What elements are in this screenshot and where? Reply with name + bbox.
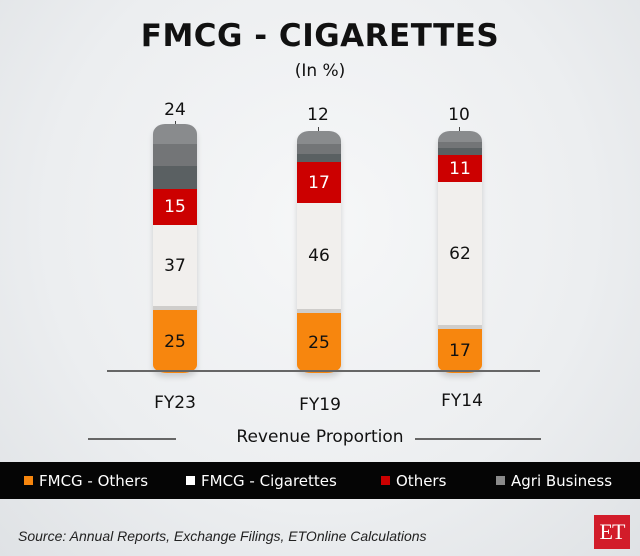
- bar-fy19-fmcg-others: 25: [297, 313, 341, 373]
- bar-fy23: 15 37 25: [153, 124, 197, 373]
- bar-fy23-others: 15: [153, 189, 197, 225]
- chart-title: FMCG - CIGARETTES: [140, 18, 500, 54]
- axis-title-line-left: [88, 438, 176, 440]
- legend-item-others: Others: [381, 472, 446, 490]
- x-label-fy23: FY23: [154, 393, 196, 413]
- legend-swatch-white-icon: [186, 476, 195, 485]
- et-logo-icon: ET: [594, 515, 630, 549]
- legend-swatch-red-icon: [381, 476, 390, 485]
- bar-fy19-agri-label: 12: [307, 105, 329, 125]
- chart-subtitle: (In %): [294, 61, 346, 81]
- bar-fy23-fmcg-others: 25: [153, 310, 197, 373]
- bar-fy14-others: 11: [438, 155, 482, 182]
- bar-fy19-agri-mid: [297, 144, 341, 154]
- x-axis-baseline: [107, 370, 540, 372]
- bar-fy14-agri-bottom: [438, 148, 482, 155]
- bar-fy14-agri-mid: [438, 142, 482, 148]
- legend-item-fmcg-cigarettes: FMCG - Cigarettes: [186, 472, 337, 490]
- bar-fy19: 17 46 25: [297, 131, 341, 373]
- bar-fy23-fmcg-cigarettes: 37: [153, 225, 197, 310]
- axis-title: Revenue Proportion: [236, 427, 404, 447]
- bar-fy14: 11 62 17: [438, 131, 482, 373]
- legend-swatch-orange-icon: [24, 476, 33, 485]
- legend-item-agri-business: Agri Business: [496, 472, 612, 490]
- x-label-fy14: FY14: [441, 391, 483, 411]
- x-label-fy19: FY19: [299, 395, 341, 415]
- axis-title-line-right: [415, 438, 541, 440]
- bar-fy23-agri-bottom: [153, 166, 197, 189]
- legend-label: Others: [396, 471, 447, 490]
- legend-item-fmcg-others: FMCG - Others: [24, 472, 148, 490]
- bar-fy14-fmcg-cigarettes: 62: [438, 182, 482, 329]
- bar-fy19-agri-top: [297, 131, 341, 144]
- bar-fy14-agri-top: [438, 131, 482, 142]
- legend: FMCG - Others FMCG - Cigarettes Others A…: [0, 462, 640, 499]
- legend-label: FMCG - Cigarettes: [201, 471, 337, 490]
- bar-fy23-agri-mid: [153, 144, 197, 166]
- bar-fy19-fmcg-cigarettes: 46: [297, 203, 341, 313]
- bar-fy14-agri-label: 10: [448, 105, 470, 125]
- bar-fy14-fmcg-others: 17: [438, 329, 482, 373]
- legend-swatch-gray-icon: [496, 476, 505, 485]
- bar-fy19-others: 17: [297, 162, 341, 203]
- bar-fy23-agri-label: 24: [164, 100, 186, 120]
- source-note: Source: Annual Reports, Exchange Filings…: [18, 528, 427, 544]
- legend-label: FMCG - Others: [39, 471, 149, 490]
- legend-label: Agri Business: [511, 471, 613, 490]
- bar-fy19-agri-bottom: [297, 154, 341, 162]
- bar-fy23-agri-top: [153, 124, 197, 144]
